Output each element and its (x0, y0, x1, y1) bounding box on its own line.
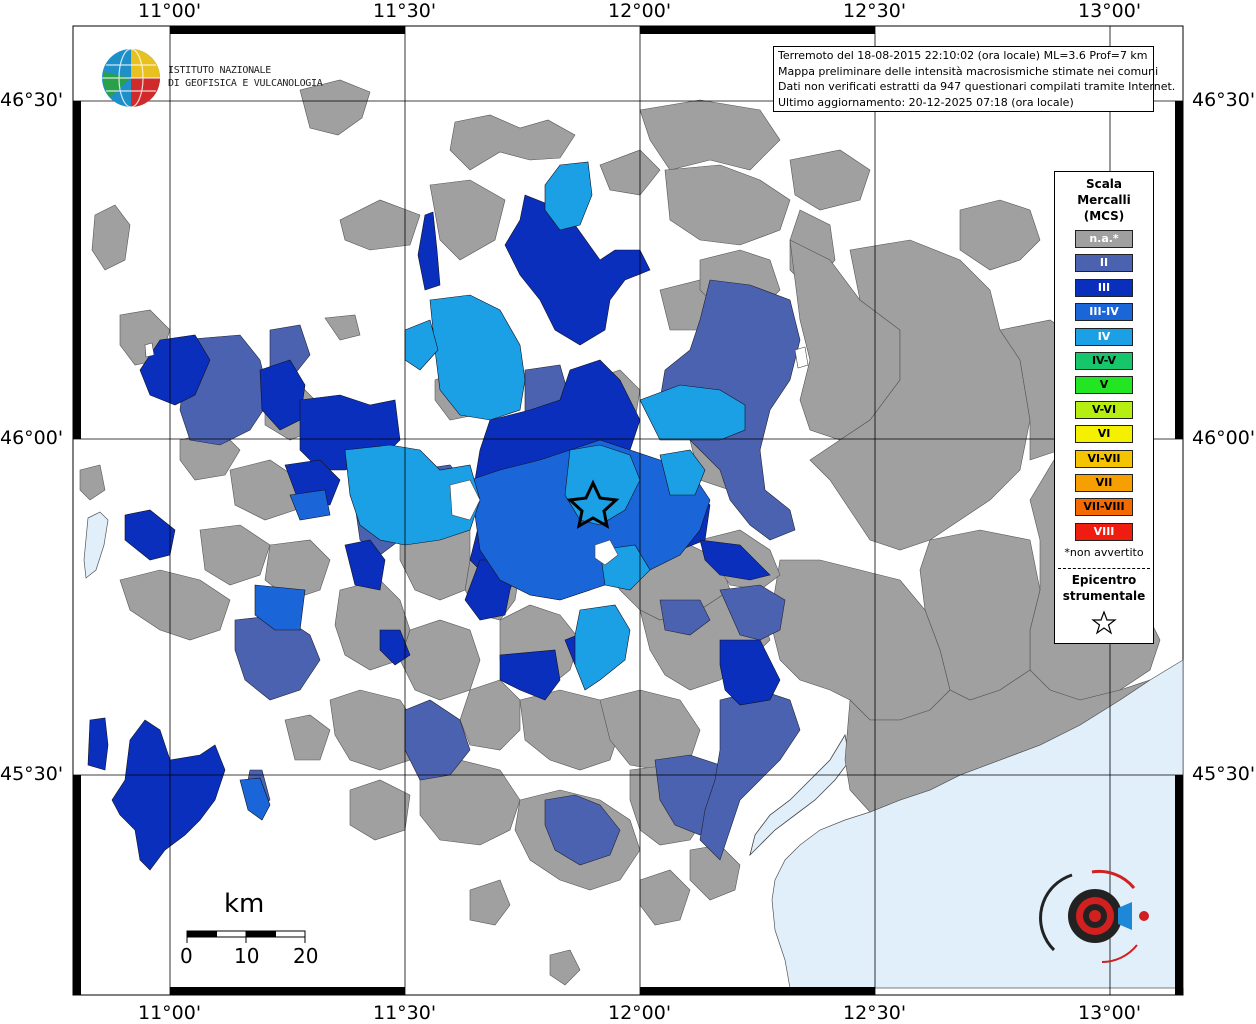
lon-tick-top-2: 11°30' (373, 0, 437, 22)
lat-tick-left-2: 46°00' (0, 427, 64, 449)
legend-epicenter-label: Epicentro strumentale (1062, 573, 1146, 603)
lat-tick-left-3: 45°30' (0, 763, 64, 785)
legend-swatch: VI-VII (1075, 449, 1133, 468)
ingv-logo-text: ISTITUTO NAZIONALE DI GEOFISICA E VULCAN… (168, 65, 323, 89)
legend-divider (1058, 568, 1150, 569)
legend-swatch: III-IV (1075, 303, 1133, 322)
legend-swatch: IV (1075, 327, 1133, 346)
lon-tick-top-4: 12°30' (843, 0, 907, 22)
legend-swatch: II (1075, 254, 1133, 273)
legend-swatch: IV-V (1075, 352, 1133, 370)
epicenter-star (566, 479, 620, 529)
lon-tick-bottom-2: 11°30' (373, 1002, 437, 1024)
ingv-logo: ISTITUTO NAZIONALE DI GEOFISICA E VULCAN… (100, 47, 323, 109)
no-data-enclaves (144, 342, 809, 566)
lat-tick-right-3: 45°30' (1192, 763, 1256, 785)
event-info-line: Mappa preliminare delle intensità macros… (778, 64, 1159, 78)
mcs-legend: Scala Mercalli (MCS) n.a.* II III III-IV IV I… (1054, 171, 1154, 644)
lon-tick-top-1: 11°00' (138, 0, 202, 22)
globe-icon (102, 48, 160, 108)
graticule (73, 26, 1183, 995)
legend-swatch: VI (1075, 425, 1133, 444)
legend-swatch: VII-VIII (1075, 498, 1133, 517)
legend-swatch: V (1075, 376, 1133, 395)
lon-tick-top-3: 12°00' (608, 0, 672, 22)
event-info-line: Terremoto del 18-08-2015 22:10:02 (ora l… (778, 49, 1148, 62)
lat-tick-right-2: 46°00' (1192, 427, 1256, 449)
lake (83, 511, 109, 579)
lat-tick-left-1: 46°30' (0, 89, 64, 111)
lagoon (749, 733, 851, 857)
lon-tick-bottom-4: 12°30' (843, 1002, 907, 1024)
scale-label-20: 20 (293, 944, 319, 968)
lat-tick-right-1: 46°30' (1192, 89, 1256, 111)
legend-swatch: VIII (1075, 522, 1133, 541)
lon-tick-bottom-1: 11°00' (138, 1002, 202, 1024)
frame-ticks (73, 26, 1183, 995)
event-info-box: Terremoto del 18-08-2015 22:10:02 (ora l… (773, 46, 1176, 112)
event-info-line: Ultimo aggiornamento: 20-12-2025 07:18 (… (778, 95, 1074, 109)
scale-bar (186, 930, 306, 943)
legend-swatch: V-VI (1075, 400, 1133, 419)
legend-swatch: VII (1075, 474, 1133, 492)
lon-tick-bottom-3: 12°00' (608, 1002, 672, 1024)
legend-title: Scala Mercalli (MCS) (1077, 177, 1131, 223)
legend-swatch: n.a.* (1075, 230, 1133, 248)
haisentito-logo (1039, 869, 1149, 963)
intensity-iv (344, 161, 746, 691)
legend-note: *non avvertito (1064, 546, 1144, 559)
scale-label-0: 0 (180, 944, 193, 968)
scale-label-10: 10 (234, 944, 260, 968)
lon-tick-bottom-5: 13°00' (1078, 1002, 1142, 1024)
legend-swatch: III (1075, 278, 1133, 297)
event-info-line: Dati non verificati estratti da 947 ques… (778, 80, 1176, 93)
star-icon (1091, 610, 1117, 635)
scale-unit: km (224, 889, 265, 919)
lon-tick-top-5: 13°00' (1078, 0, 1142, 22)
